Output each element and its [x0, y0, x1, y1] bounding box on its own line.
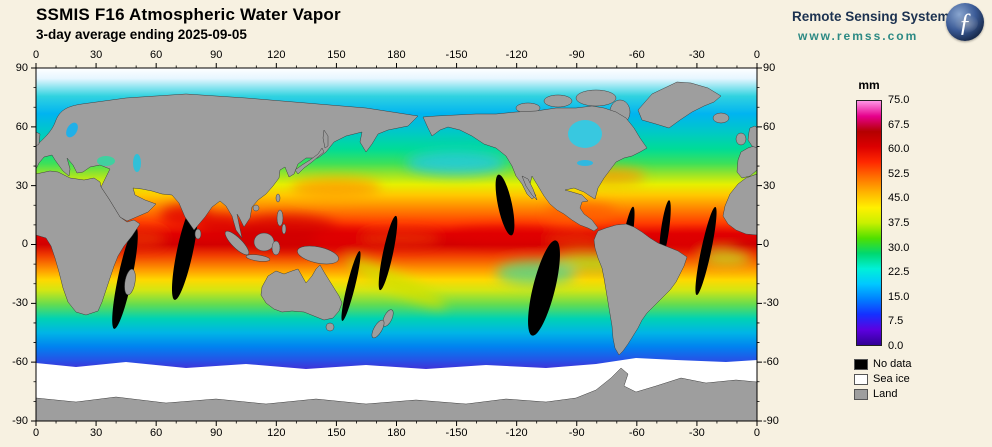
colorbar-tick: 75.0: [888, 94, 910, 106]
lat-tick-label: -30: [763, 297, 779, 310]
remss-globe-logo-icon: ƒ: [946, 3, 984, 41]
axis-ticks-major: [31, 63, 762, 426]
logo-glyph: ƒ: [958, 8, 972, 37]
lon-tick-label: 120: [267, 427, 286, 439]
colorbar-tick: 0.0: [888, 339, 904, 352]
antarctica: [36, 367, 757, 421]
lon-tick-label: 60: [150, 427, 163, 439]
no-data-swatch: [854, 358, 868, 370]
lat-tick-label: -90: [12, 414, 28, 427]
legend-label: No data: [873, 358, 912, 370]
legend-item-sea-ice: Sea ice: [854, 373, 912, 385]
britain-east: [36, 131, 41, 147]
lon-tick-label: 180: [387, 49, 406, 61]
lon-tick-label: -30: [688, 49, 705, 61]
lon-tick-label: -60: [628, 427, 645, 439]
lat-tick-label: 30: [15, 179, 28, 192]
colorbar-tick: 22.5: [888, 266, 910, 279]
iceland: [712, 112, 730, 124]
lon-tick-label: 90: [210, 427, 223, 439]
colorbar-tick: 67.5: [888, 118, 910, 131]
legend-label: Land: [873, 388, 898, 400]
lat-tick-label: -60: [763, 356, 779, 369]
britain-west: [747, 125, 757, 149]
world-water-vapor-map: [31, 63, 762, 426]
colorbar-tick: 37.5: [888, 216, 910, 229]
sakhalin: [322, 129, 329, 149]
lat-tick-label: 0: [21, 238, 28, 251]
lon-tick-label: 120: [267, 49, 286, 61]
legend-item-no-data: No data: [854, 358, 912, 370]
lon-tick-label: 150: [327, 427, 346, 439]
africa-west-wrap: [722, 173, 757, 236]
lat-tick-label: 30: [763, 179, 776, 192]
lat-axis-left: 90 60 30 0 -30 -60 -90: [2, 61, 28, 428]
lon-tick-label: 30: [89, 427, 103, 439]
lat-tick-label: -30: [12, 297, 28, 310]
lon-tick-label: -150: [445, 427, 468, 439]
lon-tick-label: 0: [753, 49, 760, 61]
map-legend: No data Sea ice Land: [854, 358, 912, 400]
lon-tick-label: 0: [32, 427, 40, 439]
lon-tick-label: -120: [505, 49, 528, 61]
brand-name: Remote Sensing Systems: [792, 9, 958, 24]
colorbar-unit-label: mm: [858, 78, 880, 92]
colorbar-gradient: [856, 100, 882, 346]
colorbar-tick: 15.0: [888, 290, 910, 303]
legend-item-land: Land: [854, 388, 912, 400]
colorbar-tick: 52.5: [888, 167, 910, 180]
greenland: [637, 81, 722, 129]
lat-tick-label: 60: [15, 120, 28, 133]
lat-tick-label: 90: [15, 62, 28, 74]
lon-tick-label: -60: [628, 49, 645, 61]
colorbar-tick: 30.0: [888, 241, 910, 254]
lon-tick-label: -120: [505, 427, 528, 439]
lat-tick-label: 60: [763, 120, 776, 133]
lon-tick-label: 150: [327, 49, 346, 61]
lon-tick-label: 60: [150, 49, 163, 61]
lat-tick-label: 90: [763, 62, 776, 74]
lon-tick-label: 30: [89, 49, 103, 61]
continent-eurasia: [36, 93, 419, 239]
island-group: [124, 193, 339, 296]
lon-tick-label: -150: [445, 49, 468, 61]
axis-ticks-minor: [33, 65, 760, 424]
lon-tick-label: 0: [32, 49, 40, 61]
page-title: SSMIS F16 Atmospheric Water Vapor: [36, 5, 341, 24]
lat-axis-right: 90 60 30 0 -30 -60 -90: [763, 61, 789, 428]
tasmania: [325, 322, 335, 332]
lon-axis-top: 0 30 60 90 120 150 180 -150 -120 -90 -60…: [6, 48, 787, 62]
page-subtitle: 3-day average ending 2025-09-05: [36, 27, 247, 42]
iberia-france-wrap: [736, 144, 757, 179]
land-swatch: [854, 388, 868, 400]
lon-axis-bottom: 0 30 60 90 120 150 180 -150 -120 -90 -60…: [6, 426, 787, 440]
baja-california: [521, 175, 538, 201]
colorbar-tick-labels: 75.0 67.5 60.0 52.5 45.0 37.5 30.0 22.5 …: [888, 93, 909, 353]
lon-tick-label: -90: [568, 49, 585, 61]
japan: [294, 147, 325, 175]
brand-url: www.remss.com: [798, 29, 919, 43]
lon-tick-label: -30: [688, 427, 705, 439]
continent-south-america: [593, 223, 688, 356]
new-zealand: [371, 309, 394, 339]
lon-tick-label: 180: [387, 427, 406, 439]
lat-tick-label: 0: [763, 238, 770, 251]
lon-tick-label: 0: [753, 427, 760, 439]
sea-ice-swatch: [854, 373, 868, 385]
lon-tick-label: -90: [568, 427, 585, 439]
lat-tick-label: -90: [763, 414, 779, 427]
ireland: [735, 132, 747, 146]
lon-tick-label: 90: [210, 49, 223, 61]
colorbar-tick: 60.0: [888, 143, 910, 156]
colorbar-tick: 45.0: [888, 192, 910, 205]
legend-label: Sea ice: [873, 373, 910, 385]
continent-africa: [36, 170, 141, 316]
colorbar-tick: 7.5: [888, 315, 904, 328]
australia: [260, 264, 343, 321]
inland-waters: [66, 120, 602, 172]
lat-tick-label: -60: [12, 356, 28, 369]
